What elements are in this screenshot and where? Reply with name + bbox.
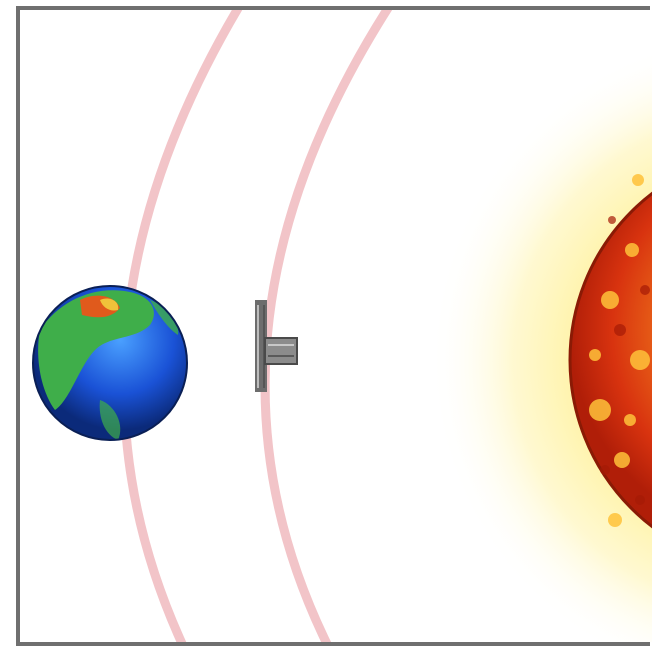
- spacecraft-orbit-path: [260, 10, 393, 642]
- sun-icon: [568, 174, 652, 529]
- satellite-icon: [255, 300, 298, 392]
- earth-icon: [32, 285, 188, 441]
